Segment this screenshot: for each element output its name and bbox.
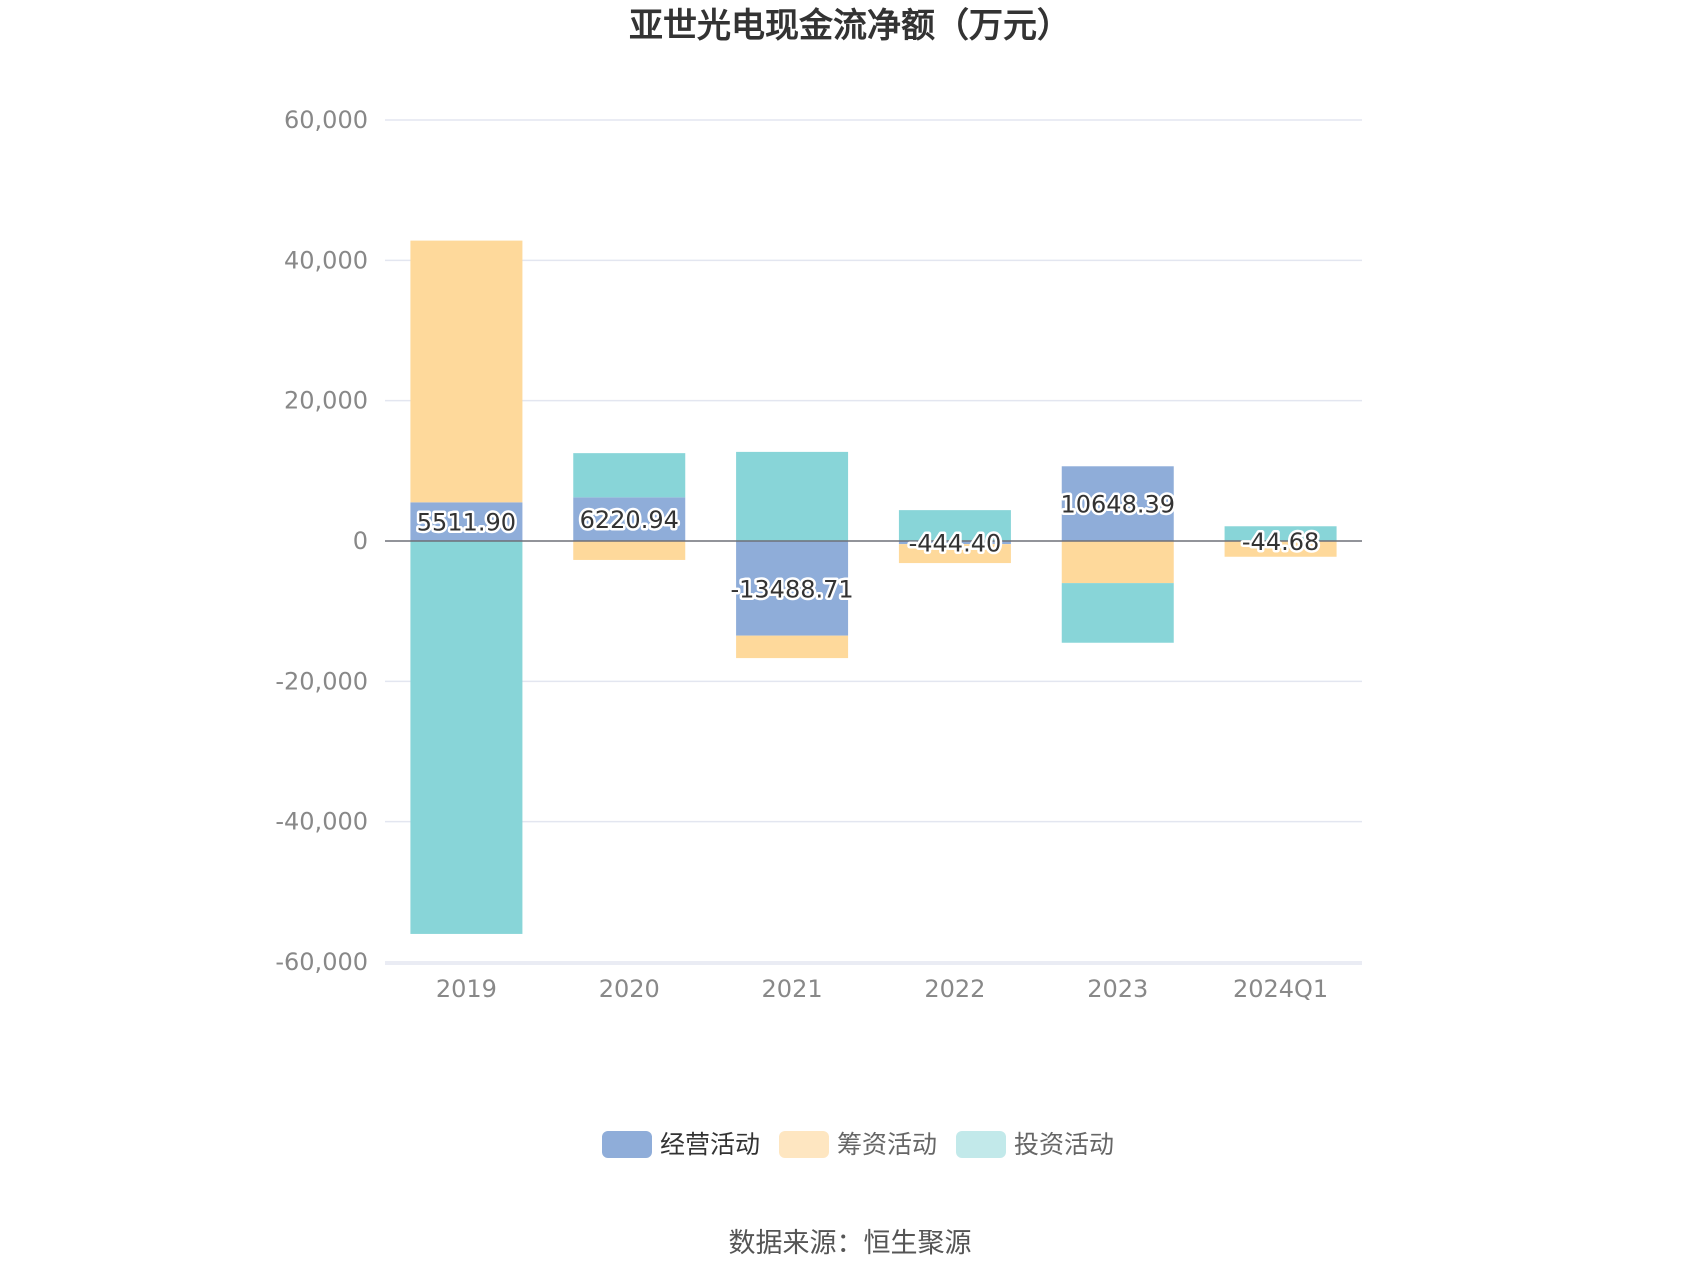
y-axis-ticks: 60,000 40,000 20,000 0 -20,000 -40,000 -60,000 — [275, 106, 368, 976]
bar-1-2019[interactable] — [410, 240, 523, 503]
bar-2-2024Q1[interactable] — [1224, 526, 1337, 541]
legend-label: 经营活动 — [660, 1130, 760, 1159]
bar-0-2022[interactable] — [898, 541, 1011, 545]
legend-swatch — [779, 1131, 829, 1158]
legend-swatch — [602, 1131, 652, 1158]
bar-1-2022[interactable] — [898, 544, 1011, 564]
grid-lines — [385, 119, 1362, 965]
bar-0-2021[interactable] — [736, 541, 849, 636]
bar-1-2021[interactable] — [736, 635, 849, 659]
bar-0-2020[interactable] — [573, 497, 686, 541]
data-labels: 5511.90 6220.94 -13488.71 -444.40 10648.39 -4… — [414, 488, 1321, 606]
y-tick-label: 20,000 — [284, 387, 368, 415]
bar-0-2023[interactable] — [1061, 466, 1174, 541]
x-tick-label: 2023 — [1087, 975, 1148, 1003]
bar-2-2021[interactable] — [736, 451, 849, 541]
bar-2-2023[interactable] — [1061, 583, 1174, 643]
y-tick-label: -60,000 — [275, 948, 368, 976]
y-tick-label: -20,000 — [275, 667, 368, 695]
y-tick-label: 40,000 — [284, 246, 368, 274]
legend[interactable]: 经营活动 筹资活动 投资活动 — [602, 1130, 1114, 1159]
bar-1-2020[interactable] — [573, 541, 686, 560]
legend-item-1[interactable]: 筹资活动 — [779, 1130, 937, 1159]
x-tick-label: 2019 — [436, 975, 497, 1003]
legend-item-0[interactable]: 经营活动 — [602, 1130, 760, 1159]
data-label: 6220.94 — [580, 506, 679, 534]
legend-swatch — [956, 1131, 1006, 1158]
bar-1-2024Q1[interactable] — [1224, 541, 1337, 557]
chart-title: 亚世光电现金流净额（万元） — [629, 6, 1071, 46]
legend-label: 投资活动 — [1014, 1130, 1114, 1159]
x-axis-ticks: 2019 2020 2021 2022 2023 2024Q1 — [436, 975, 1328, 1003]
bar-2-2022[interactable] — [898, 510, 1011, 541]
y-tick-label: 60,000 — [284, 106, 368, 134]
legend-item-2[interactable]: 投资活动 — [956, 1130, 1114, 1159]
x-tick-label: 2021 — [762, 975, 823, 1003]
bar-2-2019[interactable] — [410, 541, 523, 934]
data-label: -13488.71 — [730, 575, 853, 603]
legend-label: 筹资活动 — [837, 1130, 937, 1159]
y-tick-label: -40,000 — [275, 808, 368, 836]
data-label: 10648.39 — [1060, 491, 1175, 519]
x-tick-label: 2024Q1 — [1233, 975, 1328, 1003]
bar-2-2020[interactable] — [573, 453, 686, 498]
source-note: 数据来源：恒生聚源 — [729, 1228, 972, 1259]
y-tick-label: 0 — [353, 527, 368, 555]
bar-1-2023[interactable] — [1061, 541, 1174, 584]
x-tick-label: 2020 — [599, 975, 660, 1003]
data-label: -444.40 — [909, 530, 1002, 558]
data-label: 5511.90 — [417, 509, 516, 537]
data-label: -44.68 — [1242, 528, 1319, 556]
x-tick-label: 2022 — [924, 975, 985, 1003]
bar-0-2019[interactable] — [410, 502, 523, 541]
bar-series — [410, 240, 1337, 934]
